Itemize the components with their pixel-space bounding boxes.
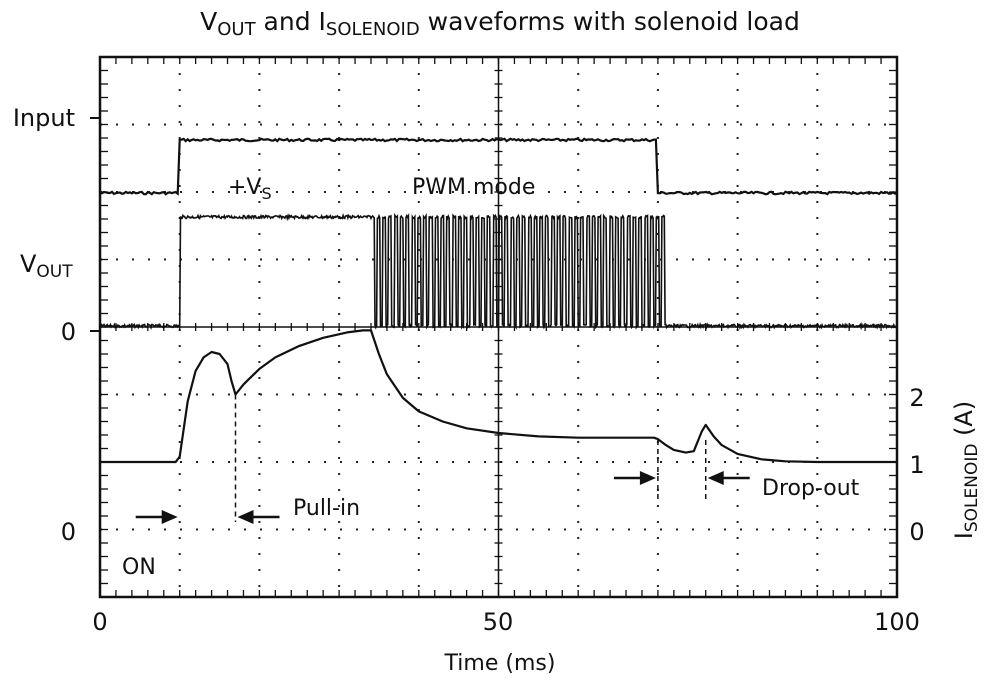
- x-tick-50: 50: [483, 608, 514, 636]
- right-tick-2: 2: [909, 384, 924, 412]
- input-trace: [99, 137, 898, 196]
- vout-trace: [99, 212, 898, 331]
- pwm-annotation: PWM mode: [412, 175, 535, 200]
- current-trace: [100, 329, 897, 464]
- drop-start-arrow-icon: [639, 471, 656, 485]
- pull-in-annotation: Pull-in: [293, 496, 360, 521]
- drop-out-annotation: Drop-out: [762, 476, 860, 501]
- pull-in-arrow-icon: [237, 510, 254, 524]
- right-axis-label: ISOLENOID (A): [950, 401, 982, 539]
- vout-label: VOUT: [20, 250, 73, 282]
- current-zero-left-label: 0: [61, 518, 76, 546]
- vs-annotation: +VS: [228, 175, 272, 203]
- on-annotation: ON: [122, 555, 156, 580]
- x-tick-0: 0: [92, 608, 107, 636]
- right-tick-0: 0: [909, 518, 924, 546]
- on-arrow-icon: [161, 510, 178, 524]
- x-axis-label: Time (ms): [444, 651, 556, 676]
- vout-zero-label: 0: [61, 318, 76, 346]
- chart-title: VOUT and ISOLENOID waveforms with soleno…: [200, 7, 800, 40]
- input-label: Input: [13, 104, 75, 132]
- x-tick-100: 100: [874, 608, 920, 636]
- drop-out-arrow-icon: [707, 471, 724, 485]
- right-tick-1: 1: [909, 451, 924, 479]
